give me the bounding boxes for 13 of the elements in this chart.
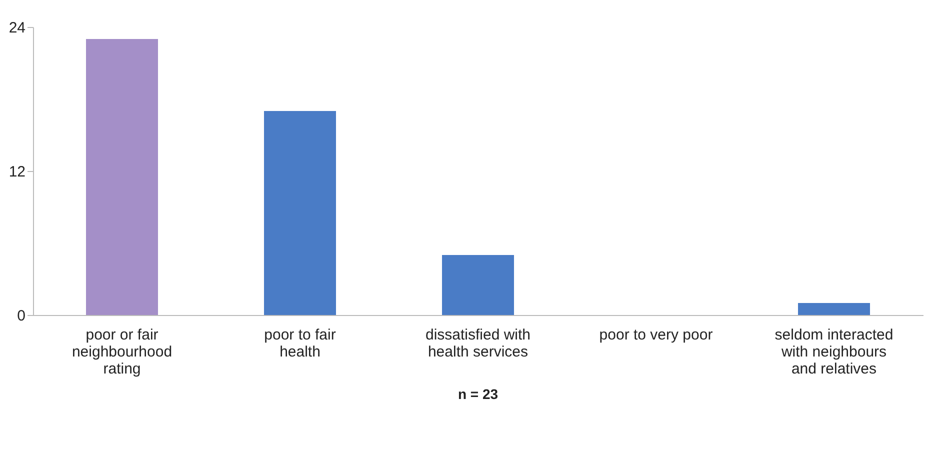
bar bbox=[264, 111, 336, 315]
y-tick-label: 0 bbox=[17, 308, 26, 324]
text: n = 23 bbox=[458, 386, 498, 402]
x-tick-label: poor to very poor bbox=[599, 326, 713, 344]
x-tick-label: dissatisfied with health services bbox=[425, 326, 531, 360]
y-tick-label: 24 bbox=[8, 20, 26, 36]
x-tick-label: poor to fair health bbox=[264, 326, 336, 360]
y-tick-label: 12 bbox=[8, 164, 26, 180]
x-tick-label: poor or fair neighbourhood rating bbox=[72, 326, 172, 378]
bar bbox=[442, 255, 514, 315]
x-tick-label: seldom interacted with neighbours and relatives bbox=[774, 326, 894, 378]
bar bbox=[798, 303, 870, 315]
bar bbox=[86, 39, 158, 315]
